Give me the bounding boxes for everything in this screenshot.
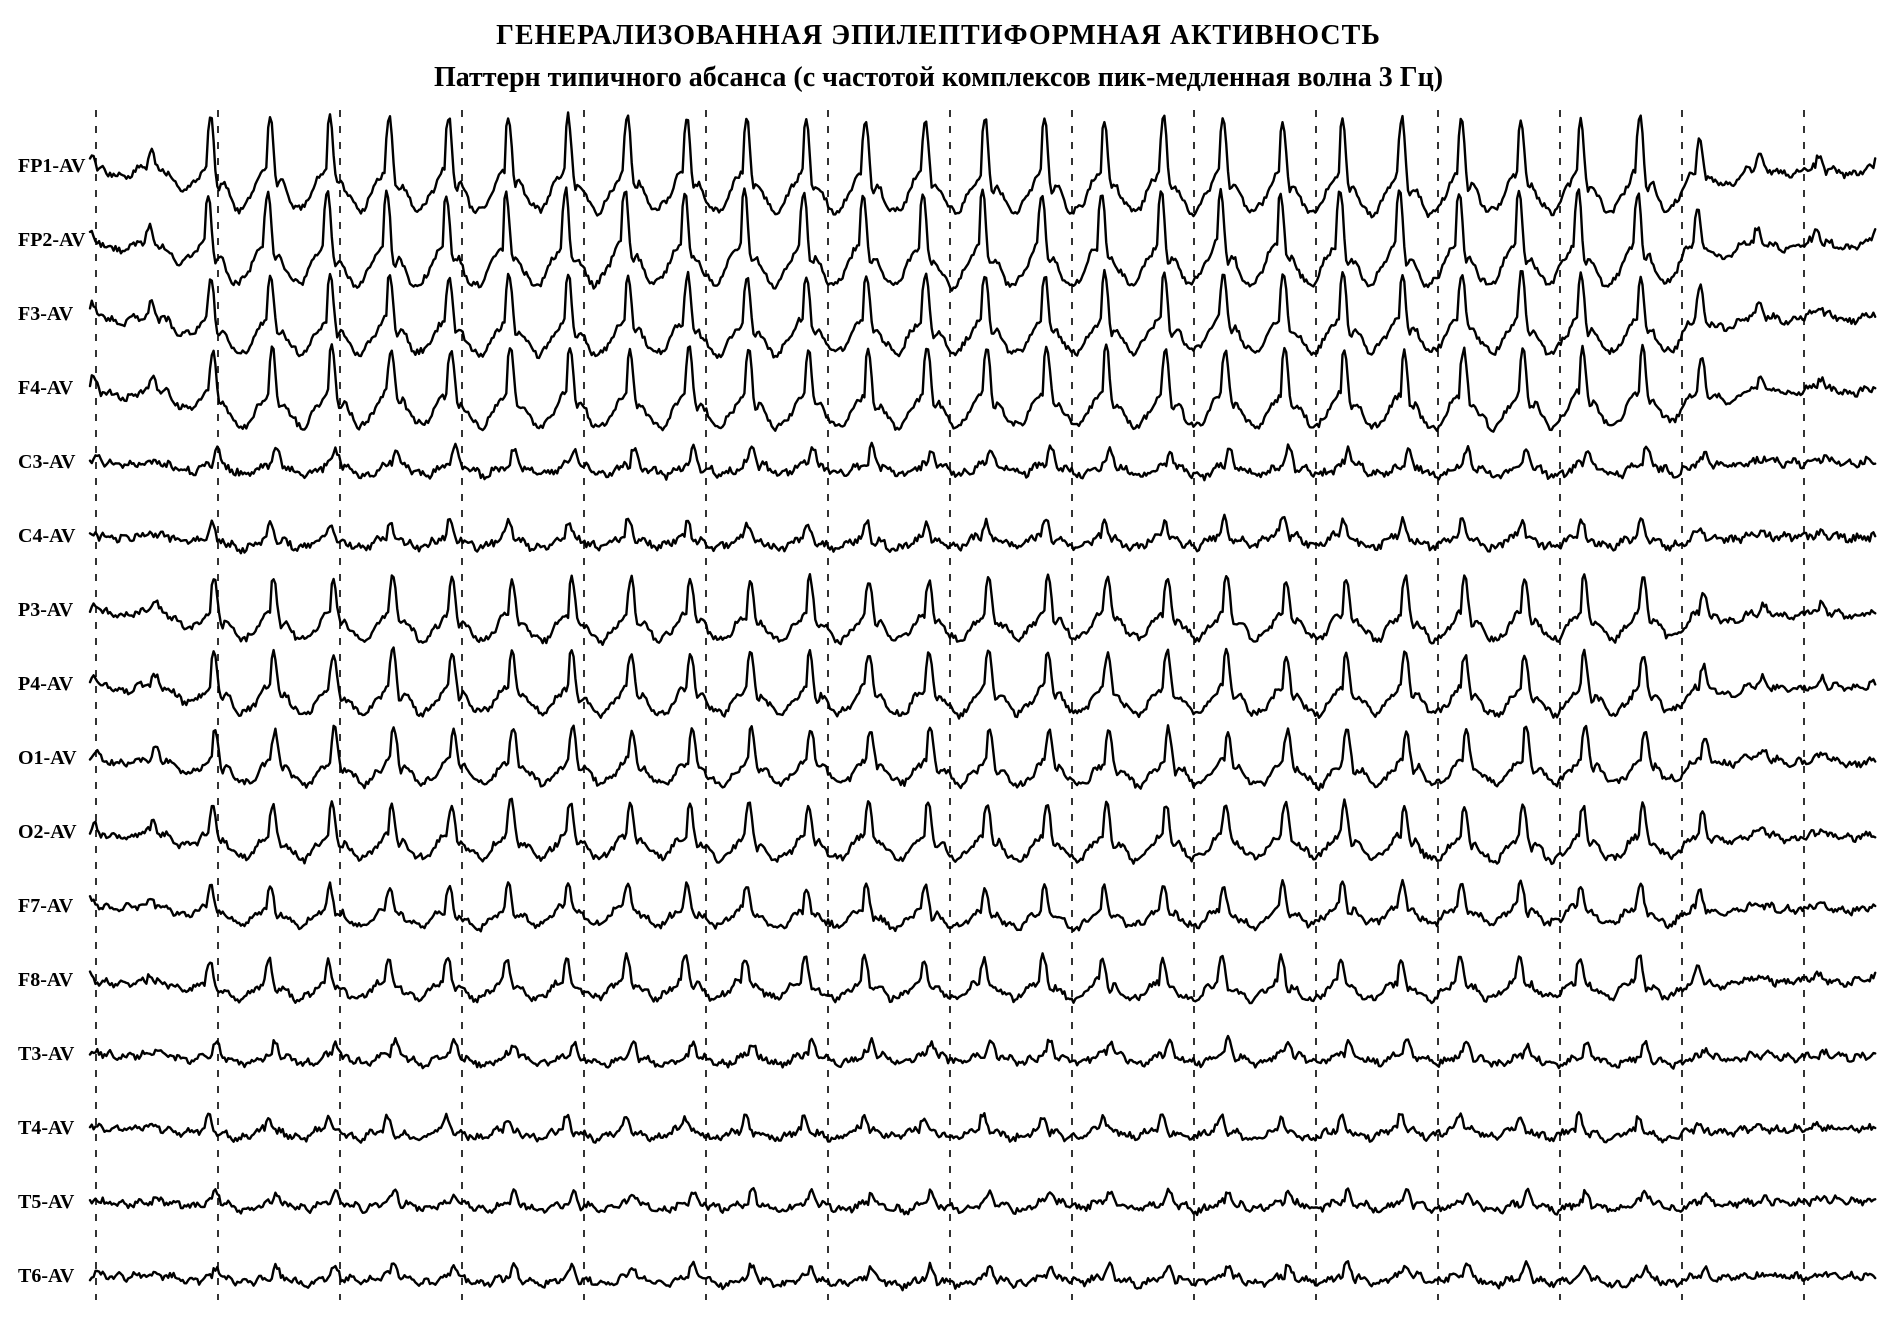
eeg-trace xyxy=(90,344,1875,431)
eeg-trace xyxy=(90,648,1875,719)
channel-label: F3-AV xyxy=(18,303,73,326)
channel-label: P3-AV xyxy=(18,599,73,622)
channel-label: O2-AV xyxy=(18,821,77,844)
eeg-trace xyxy=(90,443,1875,480)
channel-label: F7-AV xyxy=(18,895,73,918)
eeg-trace xyxy=(90,953,1875,1003)
eeg-trace xyxy=(90,188,1875,291)
channel-label: T3-AV xyxy=(18,1043,74,1066)
channel-label: T5-AV xyxy=(18,1191,74,1214)
channel-label: P4-AV xyxy=(18,673,73,696)
figure-title-line1: ГЕНЕРАЛИЗОВАННАЯ ЭПИЛЕПТИФОРМНАЯ АКТИВНО… xyxy=(0,20,1877,52)
figure-title-line2: Паттерн типичного абсанса (с частотой ко… xyxy=(0,62,1877,94)
channel-label: FP1-AV xyxy=(18,155,85,178)
eeg-plot-area: FP1-AV FP2-AV F3-AV F4-AV C3-AV C4-AV P3-AV P4-… xyxy=(0,110,1877,1310)
eeg-trace xyxy=(90,1036,1875,1069)
eeg-trace xyxy=(90,1112,1875,1142)
channel-label: C3-AV xyxy=(18,451,75,474)
eeg-svg xyxy=(0,110,1877,1320)
eeg-figure: ГЕНЕРАЛИЗОВАННАЯ ЭПИЛЕПТИФОРМНАЯ АКТИВНО… xyxy=(0,0,1877,1327)
channel-label: F4-AV xyxy=(18,377,73,400)
eeg-trace xyxy=(90,113,1875,218)
eeg-trace xyxy=(90,270,1875,358)
eeg-trace xyxy=(90,515,1875,553)
channel-label: T4-AV xyxy=(18,1117,74,1140)
eeg-trace xyxy=(90,574,1875,645)
channel-label: O1-AV xyxy=(18,747,77,770)
channel-label: T6-AV xyxy=(18,1265,74,1288)
eeg-trace xyxy=(90,1261,1875,1290)
eeg-trace xyxy=(90,880,1875,931)
eeg-trace xyxy=(90,725,1875,790)
eeg-trace xyxy=(90,799,1875,864)
channel-label: F8-AV xyxy=(18,969,73,992)
channel-label: FP2-AV xyxy=(18,229,85,252)
channel-label: C4-AV xyxy=(18,525,75,548)
eeg-trace xyxy=(90,1188,1875,1215)
